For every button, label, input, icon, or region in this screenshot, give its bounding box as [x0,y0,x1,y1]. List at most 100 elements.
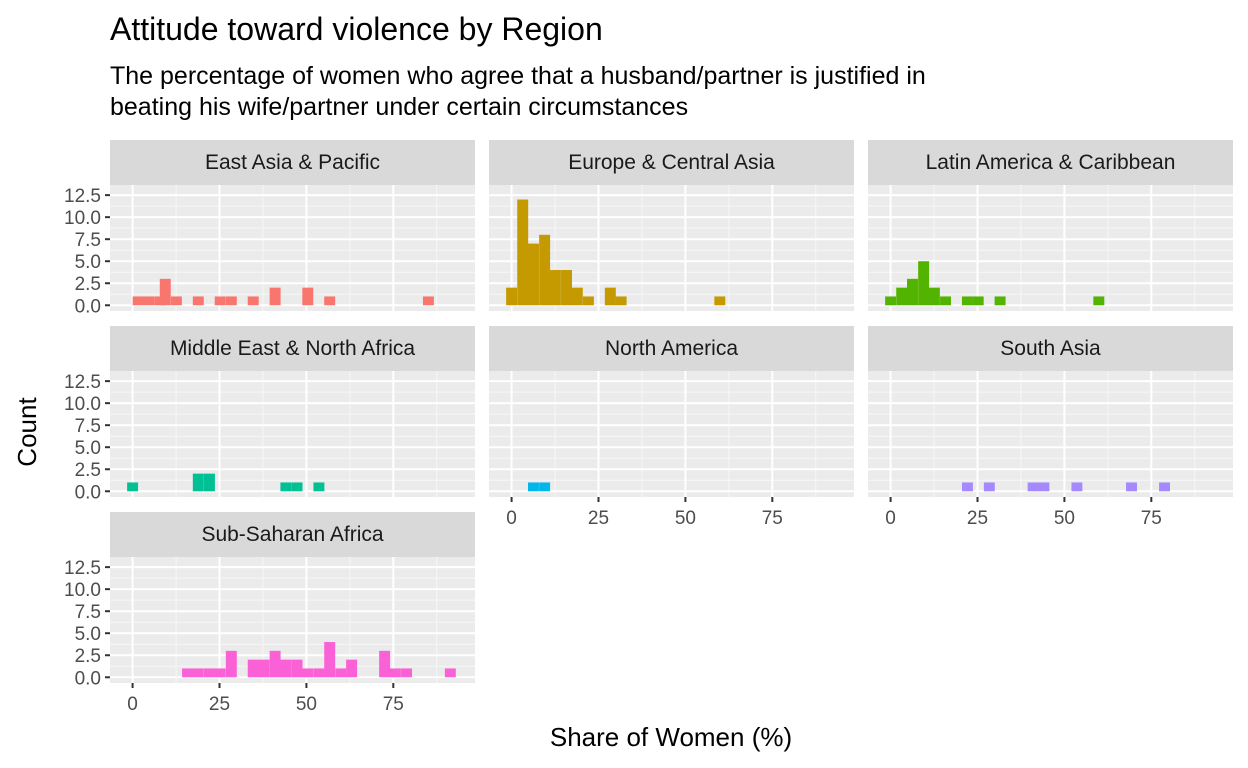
histogram-bar [203,668,215,678]
histogram-bar [291,482,303,492]
facet-panels: East Asia & Pacific0.02.55.07.510.012.5E… [64,140,1233,715]
histogram-bar [170,296,182,306]
facet-strip [489,326,854,371]
x-tick-label: 50 [1054,508,1075,529]
histogram-bar [280,659,292,678]
histogram-bar [561,270,572,306]
y-tick-label: 0.0 [75,296,101,317]
histogram-bar [961,296,973,306]
histogram-bar [379,650,391,678]
x-tick-label: 0 [127,694,138,715]
histogram-bar [983,482,995,492]
histogram-bar [302,287,314,306]
x-tick-label: 75 [762,508,783,529]
x-axis-title: Share of Women (%) [550,722,792,752]
x-tick-label: 25 [967,508,988,529]
histogram-bar [506,287,518,306]
histogram-bar [1071,482,1083,492]
histogram-bar [940,296,951,306]
y-tick-label: 12.5 [64,186,101,207]
y-tick-label: 10.0 [64,394,101,415]
histogram-bar [928,287,940,306]
histogram-bar [324,296,336,306]
histogram-bar [517,199,529,306]
x-tick-label: 0 [506,508,517,529]
histogram-bar [214,296,226,306]
y-tick-label: 2.5 [75,460,101,481]
histogram-bar [313,668,325,678]
y-tick-label: 10.0 [64,208,101,229]
histogram-bar [1027,482,1039,492]
histogram-bar [247,296,259,306]
histogram-bar [159,278,171,306]
x-tick-label: 50 [296,694,317,715]
histogram-bar [961,482,973,492]
histogram-bar [896,287,908,306]
histogram-bar [401,668,412,678]
histogram-bar [389,668,401,678]
y-tick-label: 5.0 [75,438,101,459]
histogram-bar [335,668,347,678]
facet-strip [110,140,475,185]
histogram-bar [346,659,358,678]
histogram-bar [1159,482,1170,492]
histogram-bar [280,482,292,492]
histogram-bar [528,482,539,492]
histogram-bar [528,243,539,306]
histogram-bar [258,659,270,678]
facet-strip [489,140,854,185]
histogram-bar [714,296,726,306]
histogram-bar [269,287,281,306]
y-tick-label: 7.5 [75,602,101,623]
y-tick-label: 5.0 [75,624,101,645]
histogram-bar [918,261,930,306]
histogram-bar [615,296,627,306]
facet-panel: Latin America & Caribbean [868,140,1233,311]
histogram-bar [192,473,204,492]
x-tick-label: 25 [209,694,230,715]
y-tick-label: 12.5 [64,372,101,393]
y-tick-label: 12.5 [64,558,101,579]
chart-title: Attitude toward violence by Region [110,11,603,47]
histogram-bar [549,270,561,306]
facet-panel: Sub-Saharan Africa 0.02.55.07.510.012.5 0 2… [64,512,475,715]
x-tick-label: 75 [383,694,404,715]
histogram-bar [225,296,237,306]
x-tick-label: 50 [675,508,696,529]
y-tick-label: 7.5 [75,416,101,437]
facet-strip-label: South Asia [1000,337,1101,360]
histogram-bar [885,296,897,306]
histogram-bar [907,278,918,306]
y-tick-label: 0.0 [75,482,101,503]
facet-strip [110,326,475,371]
histogram-bar [1126,482,1137,492]
x-tick-label: 75 [1141,508,1162,529]
histogram-bar [302,668,314,678]
histogram-bar [132,296,144,306]
y-tick-label: 0.0 [75,668,101,689]
histogram-bar [422,296,434,306]
chart-subtitle-line-1: The percentage of women who agree that a… [110,62,926,90]
facet-strip-label: North America [605,337,738,360]
facet-strip [868,326,1233,371]
histogram-bar [182,668,193,678]
y-tick-label: 10.0 [64,580,101,601]
y-axis-title: Count [12,397,42,467]
facet-panel: Middle East & North Africa 0.02.55.07.510… [64,326,475,503]
facet-panel: East Asia & Pacific 0.02.55.07.510.012.5 [64,140,475,317]
histogram-bar [1038,482,1050,492]
panel-background [868,371,1233,497]
facet-strip-label: East Asia & Pacific [205,151,380,174]
histogram-bar [291,659,303,678]
histogram-bar [214,668,226,678]
histogram-bar [269,650,281,678]
y-tick-label: 2.5 [75,646,101,667]
histogram-bar [313,482,325,492]
histogram-bar [203,473,215,492]
x-tick-label: 25 [588,508,609,529]
histogram-bar [582,296,594,306]
facet-strip [110,512,475,557]
histogram-bar [539,234,551,306]
histogram-bar [225,650,237,678]
facet-strip-label: Europe & Central Asia [568,151,775,174]
